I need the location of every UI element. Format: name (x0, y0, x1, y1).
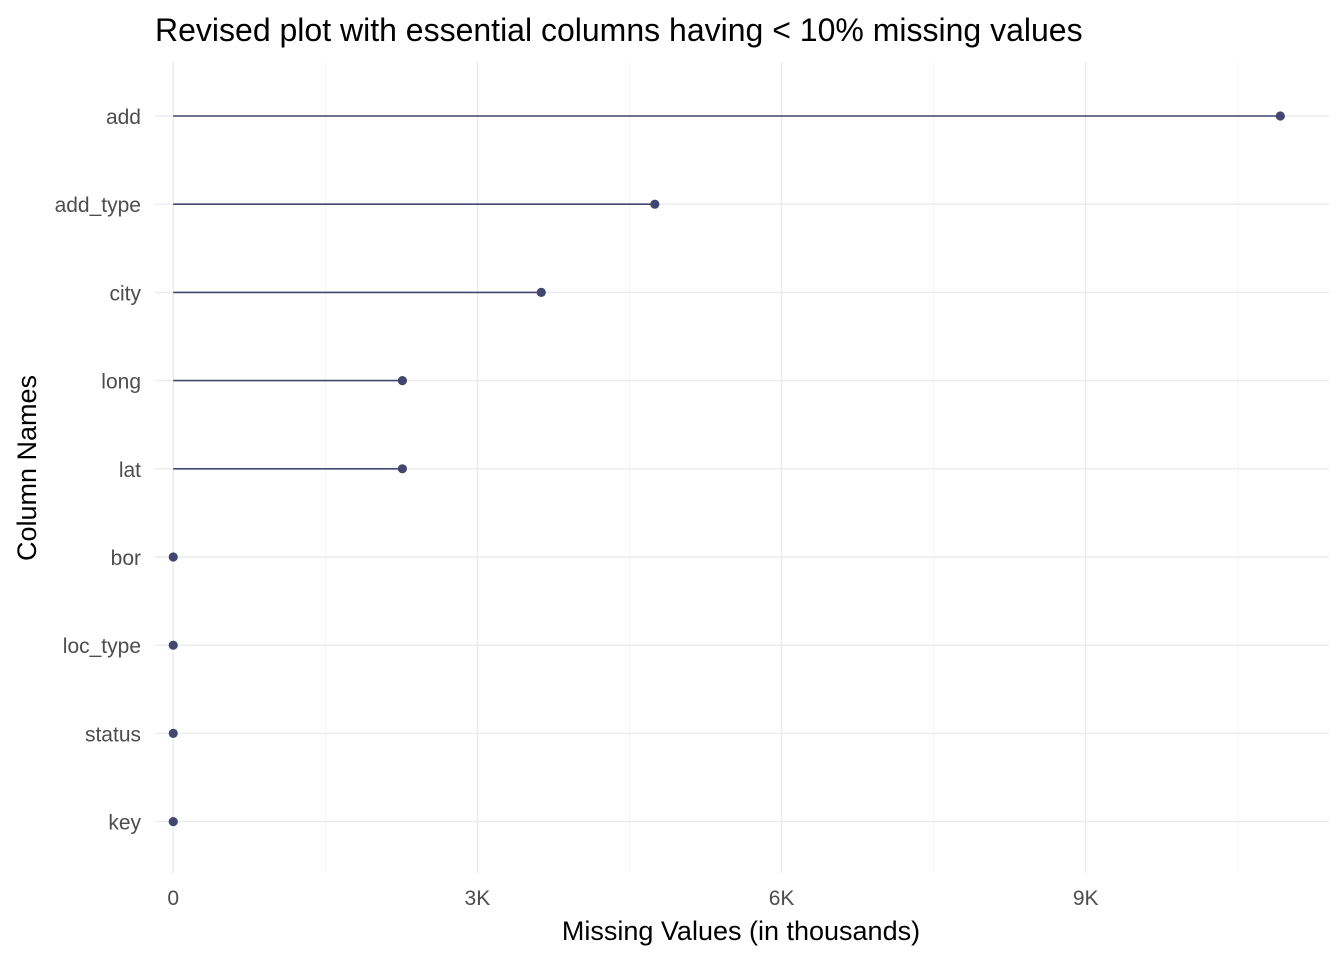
y-tick-label-long: long (101, 371, 141, 394)
x-tick-label-0: 0 (167, 887, 179, 910)
lollipop-point-add (1275, 111, 1285, 121)
y-tick-label-status: status (85, 723, 141, 746)
x-tick-label-6K: 6K (769, 887, 795, 910)
lollipop-point-loc_type (168, 640, 178, 650)
chart-marks (168, 111, 1285, 827)
lollipop-point-city (536, 287, 546, 297)
x-tick-label-3K: 3K (465, 887, 491, 910)
y-tick-label-lat: lat (119, 459, 141, 482)
lollipop-point-add_type (650, 199, 660, 209)
lollipop-point-lat (397, 464, 407, 474)
x-axis-title: Missing Values (in thousands) (562, 916, 920, 946)
lollipop-point-key (168, 817, 178, 827)
y-tick-label-bor: bor (111, 547, 141, 570)
lollipop-point-bor (168, 552, 178, 562)
y-tick-label-loc_type: loc_type (63, 635, 141, 658)
y-tick-label-key: key (108, 812, 141, 835)
y-axis-title: Column Names (12, 375, 42, 561)
grid-lines (155, 62, 1329, 873)
y-tick-label-add: add (106, 106, 141, 129)
y-tick-label-add_type: add_type (55, 194, 141, 217)
chart-title: Revised plot with essential columns havi… (155, 12, 1083, 48)
lollipop-point-long (397, 376, 407, 386)
y-tick-label-city: city (110, 282, 142, 305)
lollipop-point-status (168, 728, 178, 739)
x-tick-label-9K: 9K (1073, 887, 1099, 910)
x-tick-labels: 0 3K 6K 9K (167, 887, 1098, 910)
